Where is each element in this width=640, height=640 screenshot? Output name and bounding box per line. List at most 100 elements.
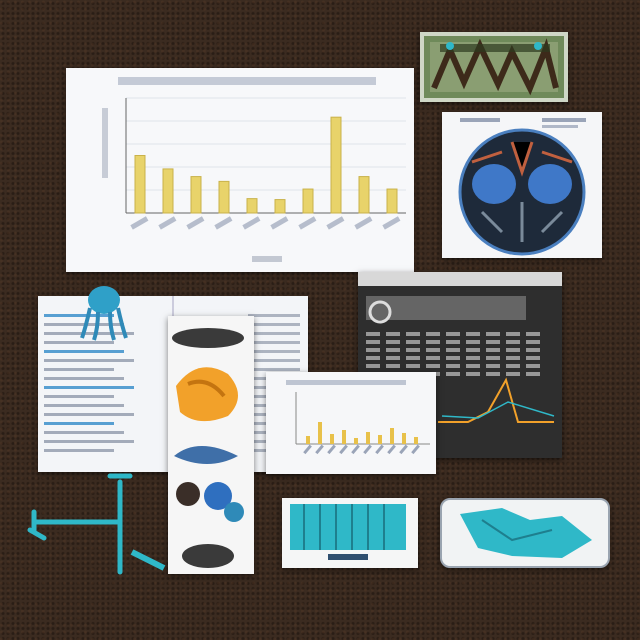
table-cell — [426, 332, 440, 336]
text-line — [44, 350, 124, 353]
small-bar-chart — [286, 380, 430, 455]
table-cell — [366, 340, 380, 344]
bar-chart — [102, 77, 406, 262]
bar — [246, 198, 258, 214]
small-tick-scribble — [363, 444, 372, 455]
small-tick-scribble — [327, 444, 336, 455]
small-bar — [306, 436, 310, 444]
small-bar — [378, 435, 382, 444]
small-tick-scribble — [411, 444, 420, 455]
text-line — [44, 413, 134, 416]
cyan-map-card — [440, 498, 610, 568]
x-tick-scribble — [326, 216, 345, 230]
table-cell — [366, 356, 380, 360]
table-cell — [526, 332, 540, 336]
small-tick-scribble — [387, 444, 396, 455]
cyan-grid — [290, 504, 406, 560]
y-axis-label-scribble — [102, 108, 108, 178]
table-cell — [486, 364, 500, 368]
x-tick-scribble — [130, 216, 149, 230]
table-cell — [386, 340, 400, 344]
table-cell — [406, 356, 420, 360]
table-cell — [506, 348, 520, 352]
bar — [386, 188, 398, 214]
x-tick-scribble — [214, 216, 233, 230]
text-line — [44, 377, 124, 380]
text-line — [44, 386, 134, 389]
table-cell — [366, 332, 380, 336]
x-tick-scribble — [186, 216, 205, 230]
text-line — [248, 350, 300, 353]
bar — [190, 176, 202, 214]
table-cell — [466, 348, 480, 352]
text-line — [44, 449, 114, 452]
table-cell — [526, 372, 540, 376]
table-cell — [466, 340, 480, 344]
bar — [218, 180, 230, 214]
text-line — [44, 359, 134, 362]
text-line — [248, 332, 300, 335]
text-line — [248, 314, 300, 317]
table-cell — [486, 332, 500, 336]
table-cell — [446, 340, 460, 344]
table-cell — [386, 364, 400, 368]
text-line — [248, 368, 300, 371]
chart-title-scribble — [118, 77, 376, 85]
small-bar — [414, 437, 418, 444]
x-tick-scribble — [158, 216, 177, 230]
table-cell — [466, 332, 480, 336]
x-tick-scribble — [242, 216, 261, 230]
map-illustration — [424, 36, 564, 98]
table-cell — [386, 356, 400, 360]
text-line — [44, 440, 134, 443]
small-tick-scribble — [315, 444, 324, 455]
text-line — [44, 431, 124, 434]
table-cell — [406, 340, 420, 344]
table-cell — [466, 372, 480, 376]
table-cell — [526, 364, 540, 368]
table-cell — [486, 372, 500, 376]
text-line — [44, 314, 114, 317]
small-tick-scribble — [339, 444, 348, 455]
table-cell — [486, 356, 500, 360]
small-bar — [330, 434, 334, 444]
table-cell — [506, 332, 520, 336]
table-cell — [506, 356, 520, 360]
table-cell — [406, 332, 420, 336]
specimen-column — [168, 316, 254, 574]
table-cell — [406, 348, 420, 352]
table-cell — [526, 340, 540, 344]
x-tick-scribble — [298, 216, 317, 230]
small-tick-scribble — [399, 444, 408, 455]
table-cell — [506, 364, 520, 368]
cyan-grid-card — [282, 498, 418, 568]
map-card — [420, 32, 568, 102]
table-cell — [446, 372, 460, 376]
small-tick-scribble — [375, 444, 384, 455]
dashboard-illustration — [358, 272, 562, 423]
table-cell — [406, 364, 420, 368]
table-cell — [366, 348, 380, 352]
table-cell — [386, 348, 400, 352]
bar — [162, 168, 174, 214]
bar — [358, 176, 370, 214]
text-line — [44, 368, 114, 371]
small-bar — [366, 432, 370, 444]
table-cell — [466, 356, 480, 360]
bar — [302, 188, 314, 214]
bar-chart-sheet — [66, 68, 414, 272]
jellyfish-icon — [80, 286, 128, 341]
table-cell — [426, 348, 440, 352]
small-bar — [318, 422, 322, 444]
table-cell — [426, 356, 440, 360]
bar — [330, 116, 342, 214]
text-line — [44, 332, 134, 335]
bar — [274, 199, 286, 214]
small-tick-scribble — [351, 444, 360, 455]
small-tick-scribble — [303, 444, 312, 455]
bar — [134, 155, 146, 214]
table-cell — [446, 332, 460, 336]
x-tick-scribble — [382, 216, 401, 230]
small-chart-card — [266, 372, 436, 474]
table-cell — [486, 348, 500, 352]
